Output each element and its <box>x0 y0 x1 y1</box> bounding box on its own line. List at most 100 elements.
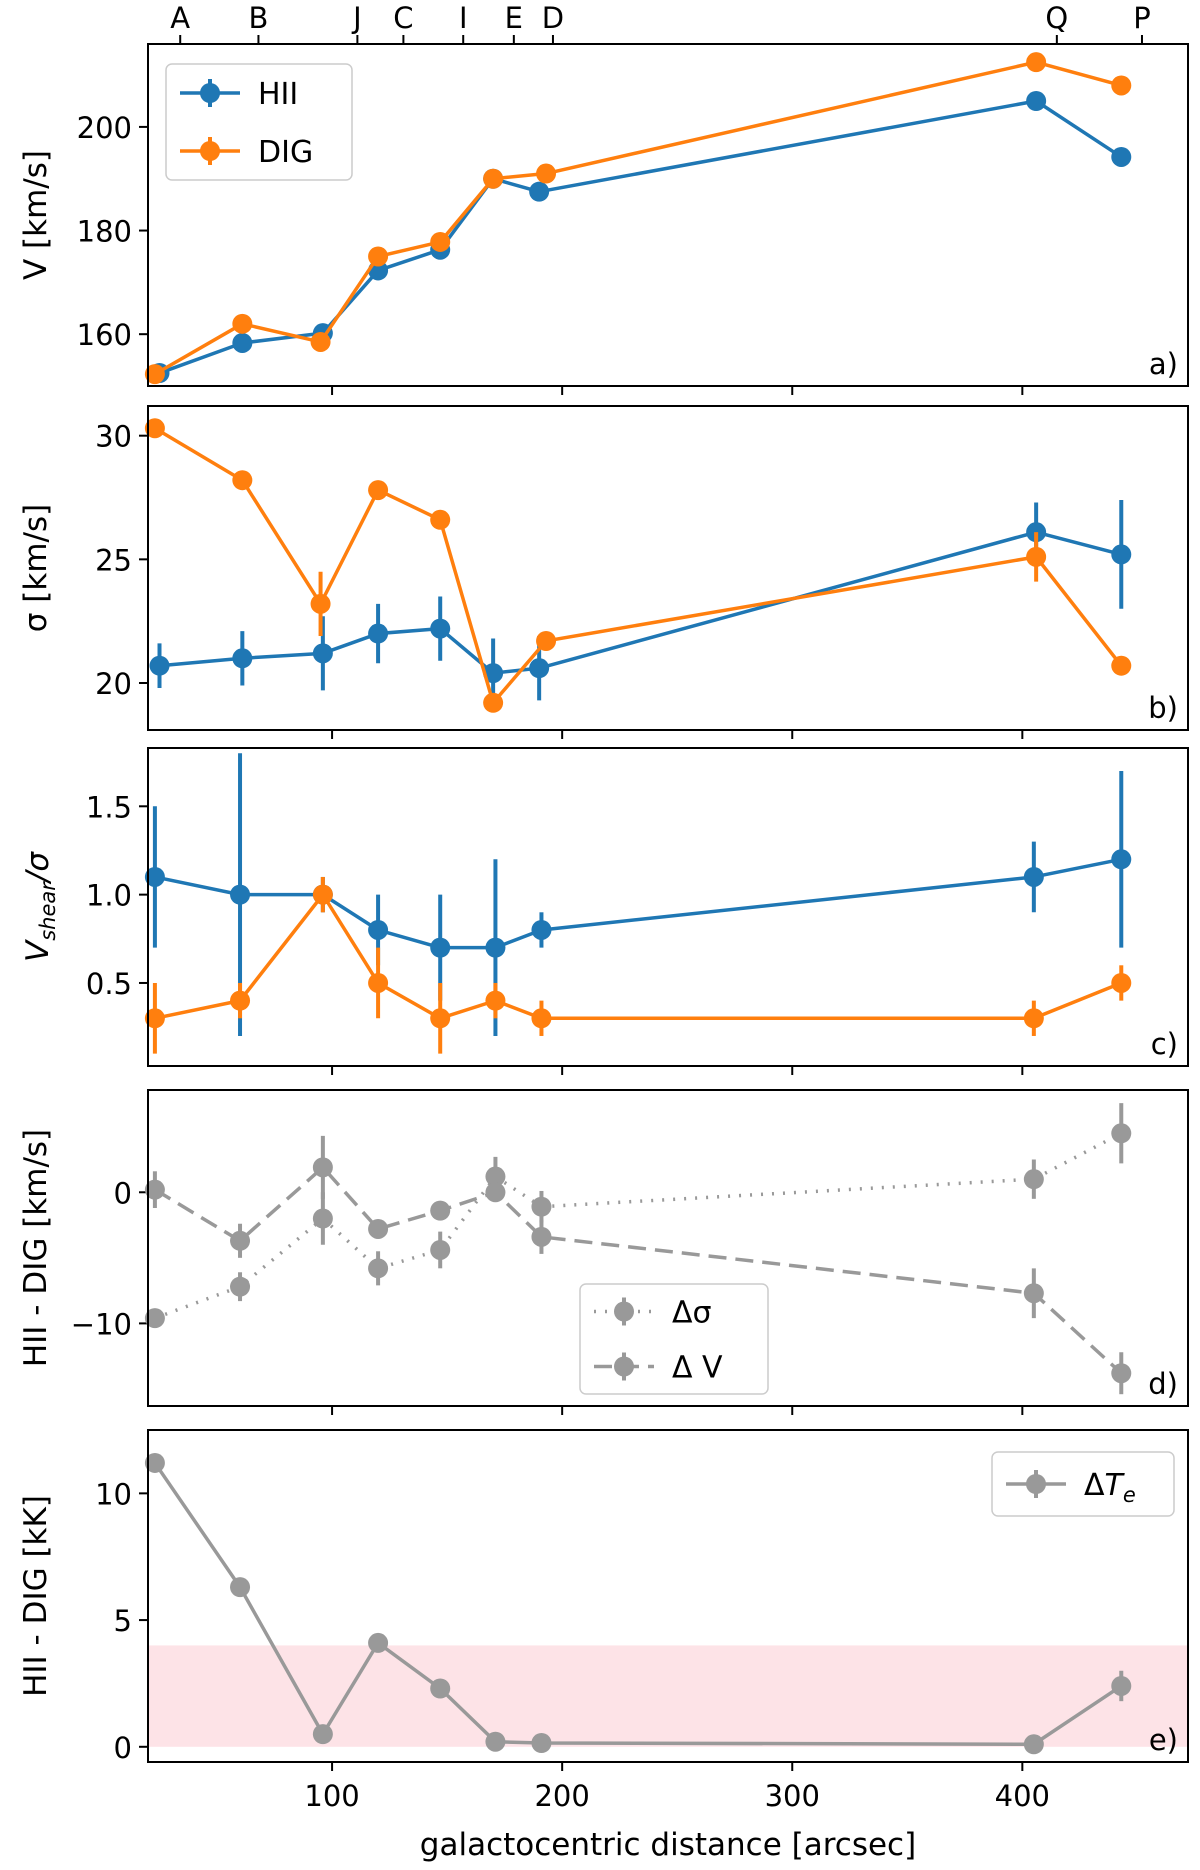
data-point <box>144 866 165 887</box>
data-point <box>368 1218 389 1239</box>
panel-label: d) <box>1148 1367 1178 1401</box>
axes-frame <box>147 405 1189 731</box>
data-point <box>232 313 253 334</box>
legend: HII DIG <box>165 63 353 181</box>
data-point <box>1023 1734 1044 1755</box>
series-ΔT_e <box>144 1452 1132 1755</box>
y-axis-label: V [km/s] <box>18 150 54 280</box>
y-axis-label: HII - DIG [kK] <box>18 1495 54 1697</box>
series-Δσ <box>144 1103 1132 1329</box>
data-point <box>232 332 253 353</box>
data-point <box>144 1008 165 1029</box>
data-point <box>536 630 557 651</box>
data-point <box>529 658 550 679</box>
y-axis-label: σ [km/s] <box>18 504 54 632</box>
y-tick-label: 1.5 <box>86 790 132 824</box>
y-tick-label: 160 <box>77 318 132 352</box>
legend-label: Δ V <box>672 1351 723 1386</box>
data-point <box>368 972 389 993</box>
y-tick-label: 0 <box>114 1176 132 1210</box>
data-point <box>485 1731 506 1752</box>
y-tick-label: 5 <box>114 1604 132 1638</box>
panel-label: b) <box>1148 691 1178 725</box>
data-point <box>531 1008 552 1029</box>
series-DIG <box>144 418 1132 713</box>
data-point <box>1026 52 1047 73</box>
legend-marker <box>1026 1474 1046 1494</box>
legend: Δσ Δ V <box>579 1283 769 1395</box>
data-point <box>1111 1363 1132 1384</box>
series-line <box>154 426 1123 705</box>
data-point <box>1111 1123 1132 1144</box>
legend-marker <box>200 83 220 103</box>
legend-marker <box>614 1301 634 1322</box>
data-point <box>1111 972 1132 993</box>
data-point <box>230 884 251 905</box>
top-tick-label: P <box>1133 1 1151 35</box>
data-point <box>232 648 253 669</box>
data-point <box>536 163 557 184</box>
legend-label: ΔTe <box>1084 1468 1136 1507</box>
data-point <box>1111 146 1132 167</box>
top-tick-label: C <box>393 1 413 35</box>
y-tick-label: 20 <box>95 667 132 701</box>
data-point <box>1111 655 1132 676</box>
data-point <box>310 593 331 614</box>
legend-box <box>991 1451 1175 1517</box>
y-axis-label: HII - DIG [km/s] <box>18 1129 54 1367</box>
legend-marker <box>200 141 220 161</box>
y-axis-label: Vshear/σ <box>20 851 60 962</box>
data-point <box>230 1230 251 1251</box>
data-point <box>485 937 506 958</box>
panel-b: 20 25 30 σ [km/s] b) <box>18 405 1189 739</box>
data-point <box>485 990 506 1011</box>
data-point <box>485 1166 506 1187</box>
top-tick-label: D <box>542 1 564 35</box>
series-Δ V <box>144 1135 1132 1395</box>
x-tick-label: 200 <box>534 1779 589 1813</box>
data-point <box>483 168 504 189</box>
y-tick-label: 0.5 <box>86 967 132 1001</box>
data-point <box>485 1182 506 1203</box>
panel-d: −10 0 HII - DIG [km/s] d) Δσ Δ V <box>18 1089 1189 1415</box>
panel-e: 0 5 10 100 200 300 400 HII - DIG [kK] e) ΔTe <box>18 1429 1189 1813</box>
data-point <box>144 418 165 439</box>
data-point <box>368 1258 389 1279</box>
series-DIG <box>144 876 1132 1054</box>
panel-label: e) <box>1149 1723 1178 1757</box>
top-tick-label: E <box>505 1 523 35</box>
data-point <box>430 937 451 958</box>
top-tick-label: Q <box>1045 1 1068 35</box>
axes-frame <box>147 1429 1189 1763</box>
shaded-band <box>148 1645 1188 1747</box>
y-tick-label: 180 <box>77 215 132 249</box>
y-tick-label: 30 <box>95 420 132 454</box>
data-point <box>1111 849 1132 870</box>
data-point <box>483 692 504 713</box>
data-point <box>430 1200 451 1221</box>
top-tick-label: B <box>248 1 268 35</box>
data-point <box>430 618 451 639</box>
axes-frame <box>147 747 1189 1067</box>
data-point <box>144 364 165 385</box>
y-tick-label: 200 <box>77 111 132 145</box>
data-point <box>230 1577 251 1598</box>
series-DIG <box>144 52 1132 385</box>
y-tick-label: 0 <box>114 1731 132 1765</box>
y-tick-label: 10 <box>95 1477 132 1511</box>
data-point <box>230 990 251 1011</box>
top-tick-label: A <box>170 1 190 35</box>
data-point <box>144 1452 165 1473</box>
data-point <box>1111 544 1132 565</box>
data-point <box>483 663 504 684</box>
data-point <box>368 480 389 501</box>
data-point <box>430 1678 451 1699</box>
data-point <box>1111 75 1132 96</box>
series-HII <box>144 753 1132 1036</box>
data-point <box>368 1632 389 1653</box>
data-point <box>529 181 550 202</box>
data-point <box>531 1226 552 1247</box>
data-point <box>368 246 389 267</box>
